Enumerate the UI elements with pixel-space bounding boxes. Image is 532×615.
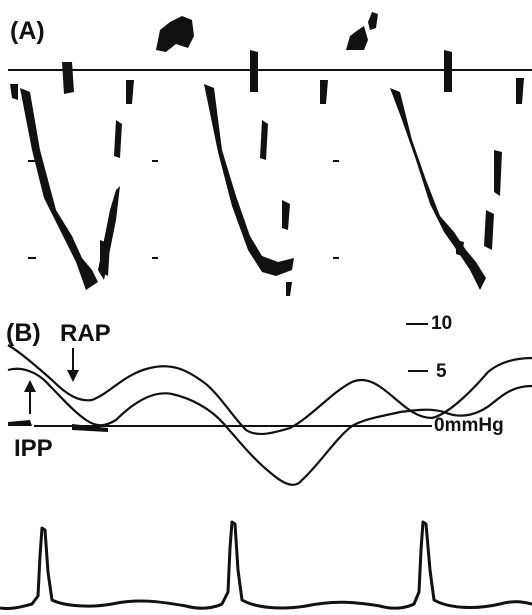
panel-a-doppler-spectrum [8, 12, 532, 296]
doppler-reverse-flow [156, 12, 378, 52]
panel-b-label: (B) [6, 319, 41, 347]
ipp-noise [8, 420, 108, 432]
annotation-arrows [24, 348, 79, 414]
doppler-forward-flow [20, 84, 502, 296]
ecg-trace [0, 520, 532, 610]
doppler-scale-ticks [28, 160, 339, 259]
doppler-baseline-blips [10, 50, 524, 104]
scale-label-5: 5 [436, 361, 447, 382]
panel-b-pressure [7, 344, 532, 486]
scale-label-zero: 0mmHg [434, 415, 504, 436]
panel-a-label: (A) [10, 17, 45, 45]
ecg-section [0, 520, 532, 610]
ipp-trace [7, 367, 532, 486]
scale-label-10: 10 [406, 314, 452, 333]
ipp-label: IPP [14, 435, 53, 462]
rap-trace [7, 344, 532, 436]
rap-label: RAP [60, 320, 111, 347]
